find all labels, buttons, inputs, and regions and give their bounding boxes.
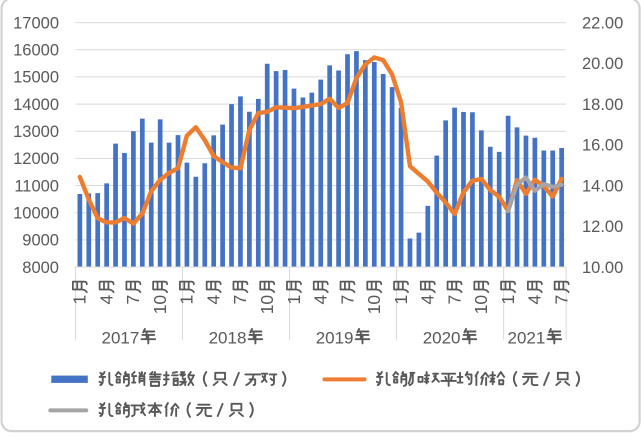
svg-text:7: 7 xyxy=(444,295,464,305)
svg-text:13000: 13000 xyxy=(13,123,59,141)
svg-text:11000: 11000 xyxy=(14,177,59,195)
svg-text:7: 7 xyxy=(337,295,357,305)
svg-text:1: 1 xyxy=(498,295,518,305)
svg-text:10000: 10000 xyxy=(13,204,59,222)
svg-text:10: 10 xyxy=(364,295,384,315)
svg-text:4: 4 xyxy=(418,295,438,305)
svg-text:10: 10 xyxy=(257,295,277,315)
svg-text:14.00: 14.00 xyxy=(582,177,623,195)
svg-text:20.00: 20.00 xyxy=(582,55,623,73)
svg-text:1: 1 xyxy=(177,295,197,305)
svg-text:4: 4 xyxy=(96,295,116,305)
svg-text:17000: 17000 xyxy=(13,14,59,32)
svg-text:15000: 15000 xyxy=(13,69,59,87)
svg-text:7: 7 xyxy=(123,295,143,305)
svg-text:9000: 9000 xyxy=(22,232,59,250)
svg-text:4: 4 xyxy=(204,295,224,305)
svg-text:16000: 16000 xyxy=(13,42,59,60)
svg-text:1: 1 xyxy=(391,295,411,305)
svg-text:7: 7 xyxy=(551,295,571,305)
svg-text:2020: 2020 xyxy=(423,328,461,347)
svg-text:2021: 2021 xyxy=(508,328,546,347)
svg-text:2019: 2019 xyxy=(316,328,354,347)
svg-text:12000: 12000 xyxy=(13,150,59,168)
svg-text:18.00: 18.00 xyxy=(582,96,623,114)
svg-text:22.00: 22.00 xyxy=(582,14,623,32)
svg-text:7: 7 xyxy=(230,295,250,305)
svg-text:1: 1 xyxy=(284,295,304,305)
svg-text:10: 10 xyxy=(471,295,491,315)
svg-text:8000: 8000 xyxy=(22,259,59,277)
svg-text:12.00: 12.00 xyxy=(582,218,623,236)
svg-text:1: 1 xyxy=(70,295,90,305)
svg-text:4: 4 xyxy=(311,295,331,305)
svg-text:14000: 14000 xyxy=(13,96,59,114)
svg-text:2017: 2017 xyxy=(102,328,140,347)
svg-text:2018: 2018 xyxy=(209,328,247,347)
svg-text:10: 10 xyxy=(150,295,170,315)
svg-text:10.00: 10.00 xyxy=(582,259,623,277)
svg-text:16.00: 16.00 xyxy=(582,137,623,155)
svg-text:4: 4 xyxy=(525,295,545,305)
